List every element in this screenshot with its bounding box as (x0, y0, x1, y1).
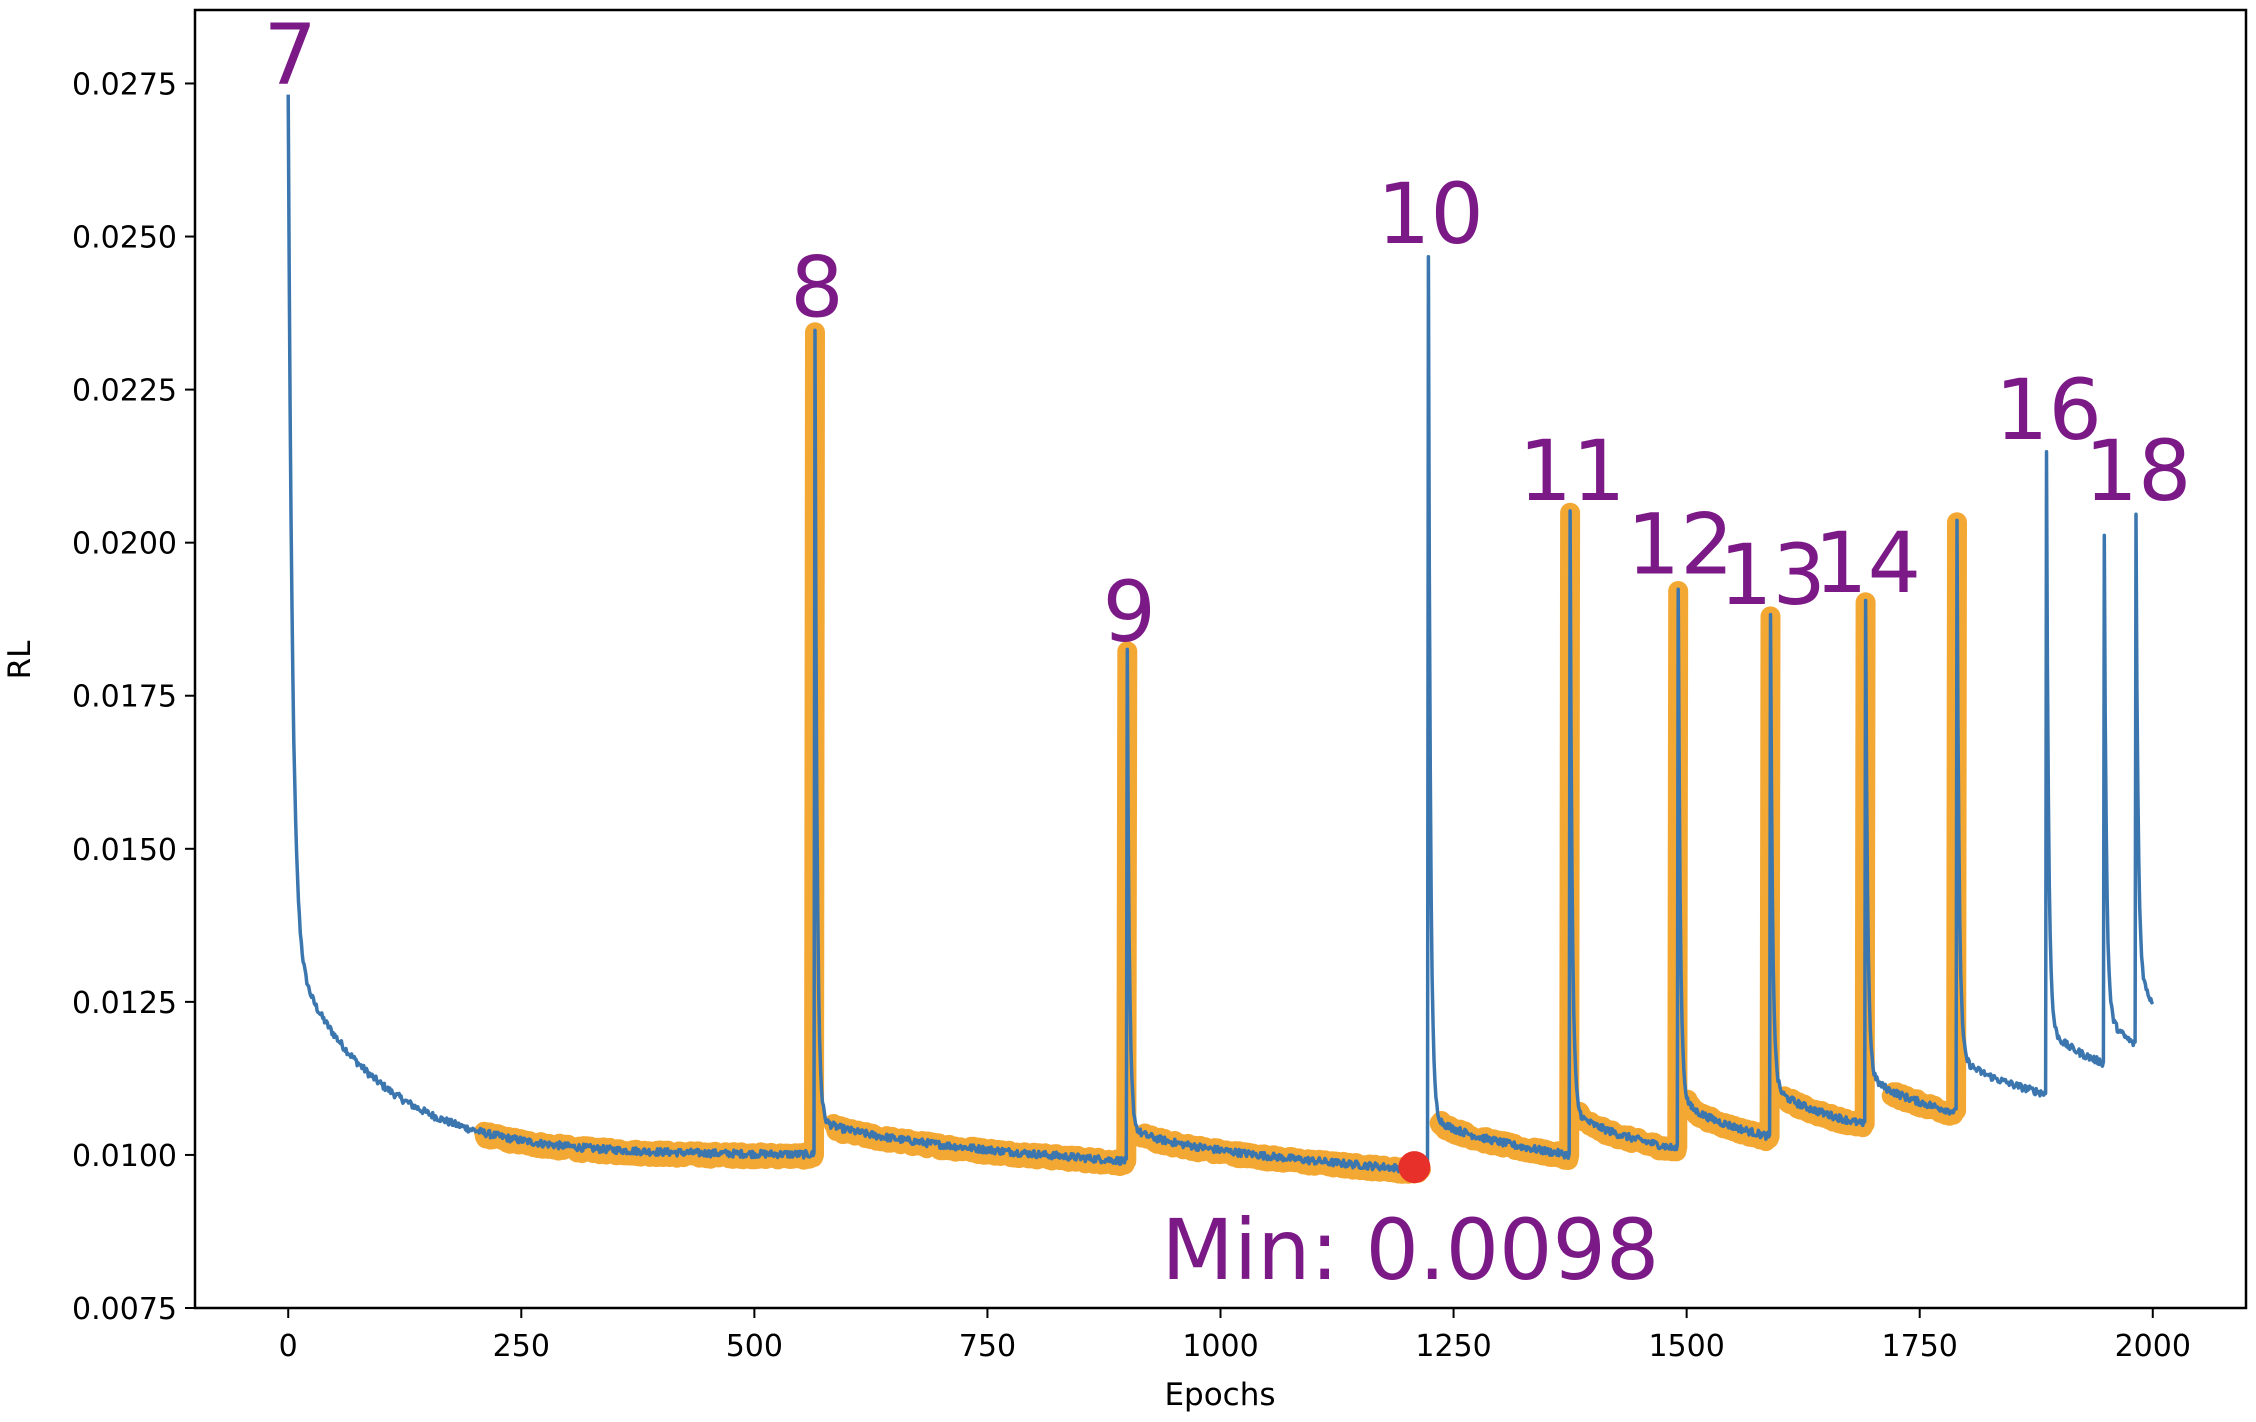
peak-label-16: 16 (1995, 361, 2102, 459)
y-tick-label: 0.0175 (72, 680, 177, 715)
x-tick-label: 1500 (1648, 1329, 1724, 1364)
y-axis-title: RL (2, 640, 38, 680)
x-tick-label: 1750 (1882, 1329, 1958, 1364)
x-tick-label: 500 (726, 1329, 783, 1364)
min-marker (1398, 1151, 1431, 1184)
y-tick-label: 0.0125 (72, 986, 177, 1021)
series-line (286, 94, 2155, 1176)
highlight-band (1676, 606, 1781, 1152)
x-axis: 0 250 500 750 1000 1250 1500 1750 2000 (279, 1308, 2191, 1364)
series-group (286, 94, 2155, 1176)
peak-label-13: 13 (1719, 526, 1826, 624)
x-axis-title: Epochs (1164, 1377, 1275, 1413)
peak-label-7: 7 (264, 6, 317, 104)
y-tick-label: 0.0075 (72, 1292, 177, 1327)
x-tick-label: 250 (493, 1329, 550, 1364)
y-tick-label: 0.0225 (72, 374, 177, 409)
x-tick-label: 2000 (2115, 1329, 2191, 1364)
y-tick-label: 0.0100 (72, 1139, 177, 1174)
peak-label-18: 18 (2085, 422, 2192, 520)
peak-label-14: 14 (1814, 514, 1921, 612)
peak-label-9: 9 (1103, 563, 1156, 661)
x-tick-label: 750 (959, 1329, 1016, 1364)
y-tick-label: 0.0275 (72, 67, 177, 102)
peak-label-12: 12 (1627, 496, 1734, 594)
peak-label-8: 8 (790, 238, 843, 336)
peak-label-10: 10 (1377, 165, 1484, 263)
peak-label-11: 11 (1519, 422, 1626, 520)
min-marker-group: Min: 0.0098 (1161, 1151, 1659, 1299)
y-tick-label: 0.0150 (72, 833, 177, 868)
x-tick-label: 0 (279, 1329, 298, 1364)
x-tick-label: 1250 (1415, 1329, 1491, 1364)
y-tick-label: 0.0250 (72, 221, 177, 256)
min-label: Min: 0.0098 (1161, 1201, 1659, 1299)
x-tick-label: 1000 (1182, 1329, 1258, 1364)
y-tick-label: 0.0200 (72, 527, 177, 562)
y-axis: 0.0075 0.0100 0.0125 0.0150 0.0175 0.0200 0.02… (72, 67, 195, 1327)
